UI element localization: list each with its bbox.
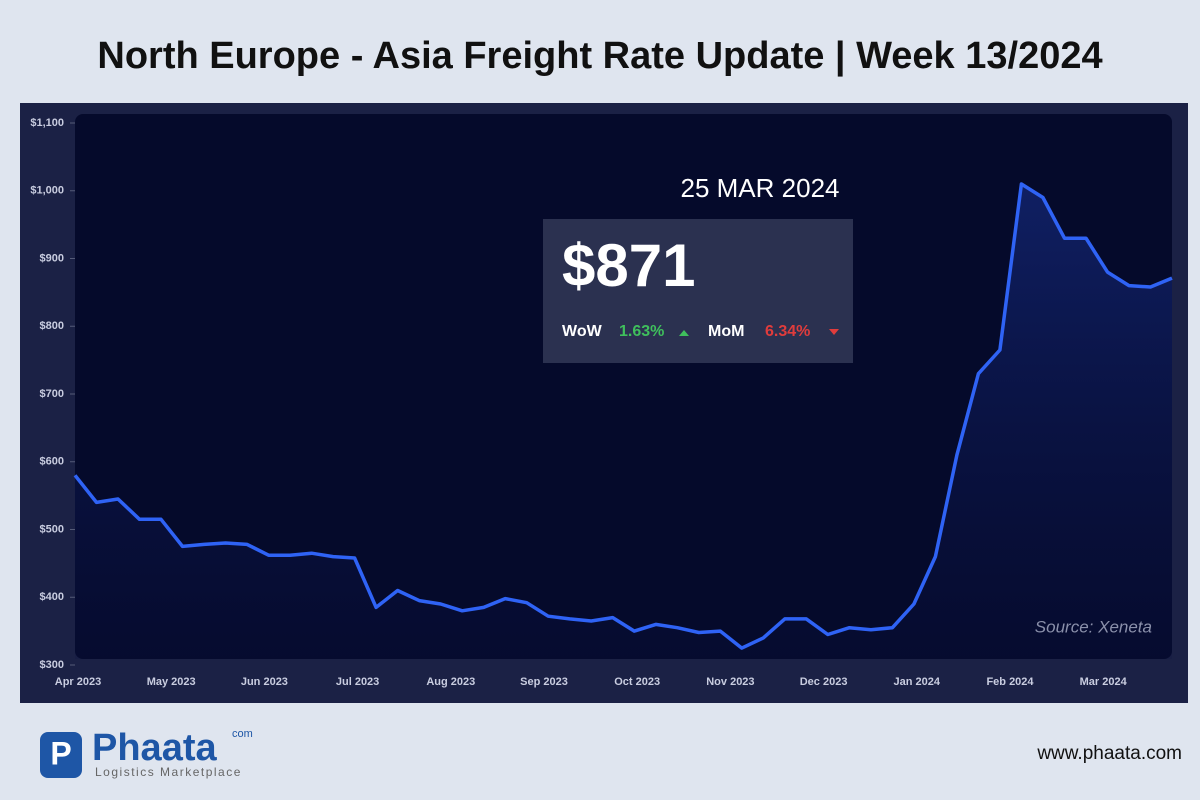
x-tick-label: Dec 2023 <box>800 676 848 688</box>
x-tick-label: Jan 2024 <box>894 676 941 688</box>
y-tick-label: $300 <box>40 659 64 671</box>
panel-date: 25 MAR 2024 <box>681 173 840 203</box>
price-panel <box>543 219 853 363</box>
mom-name: MoM <box>708 323 744 340</box>
title: North Europe - Asia Freight Rate Update … <box>97 35 1102 77</box>
x-tick-label: Jul 2023 <box>336 676 379 688</box>
x-tick-label: Sep 2023 <box>520 676 568 688</box>
y-tick-label: $1,000 <box>30 185 64 197</box>
x-tick-label: Aug 2023 <box>426 676 475 688</box>
price: $871 <box>562 232 695 299</box>
x-tick-label: Oct 2023 <box>614 676 660 688</box>
x-tick-label: Nov 2023 <box>706 676 754 688</box>
y-tick-label: $600 <box>40 456 64 468</box>
plot: $300 $400 $500 $600 $700 $800 $900 $1,000 $1,100… <box>30 117 1173 688</box>
x-tick-label: May 2023 <box>147 676 196 688</box>
y-tick-label: $400 <box>40 591 64 603</box>
line <box>73 182 1173 650</box>
y-tick-label: $700 <box>40 388 64 400</box>
x-tick-label: Apr 2023 <box>55 676 101 688</box>
area <box>75 184 1172 659</box>
logo-icon <box>40 732 82 778</box>
source: Source: Xeneta <box>1035 617 1152 636</box>
wow-name: WoW <box>562 323 603 340</box>
wow: 1.63% <box>619 323 664 340</box>
up-arrow <box>679 330 689 336</box>
plot-area <box>75 114 1172 659</box>
y-tick-label: $900 <box>40 252 64 264</box>
x-tick-label: Mar 2024 <box>1080 676 1128 688</box>
url: www.phaata.com <box>1036 743 1182 764</box>
brand: Phaata <box>92 727 217 769</box>
down-arrow <box>829 329 839 335</box>
mom: 6.34% <box>765 323 810 340</box>
brand-suffix: com <box>232 728 253 740</box>
y-tick-label: $800 <box>40 320 64 332</box>
x-tick-label: Feb 2024 <box>986 676 1034 688</box>
x-tick-label: Jun 2023 <box>241 676 288 688</box>
tagline: Logistics Marketplace <box>95 765 242 779</box>
logo-letter: P <box>50 735 71 771</box>
y-tick-label: $500 <box>40 523 64 535</box>
y-tick-label: $1,100 <box>30 117 64 129</box>
